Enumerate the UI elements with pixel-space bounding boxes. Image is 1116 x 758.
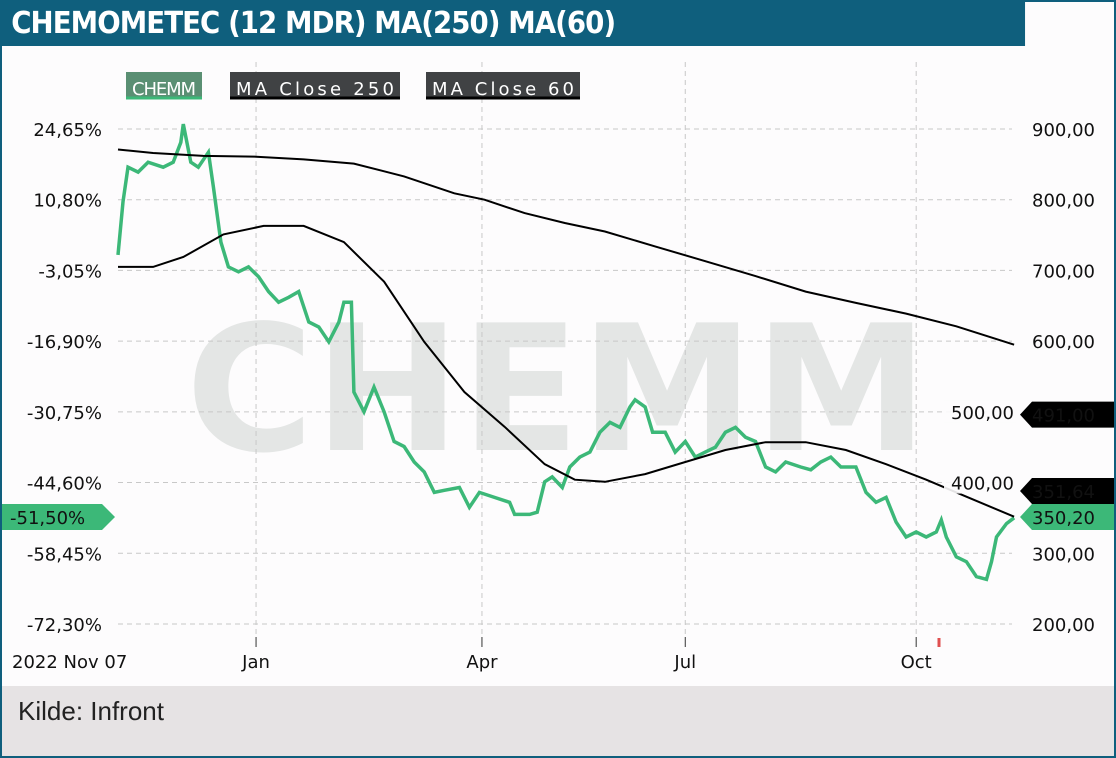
y-right-tick-label: 500,00 xyxy=(951,403,1014,424)
y-right-tick-label: 700,00 xyxy=(1032,261,1095,282)
price-last-label-bg xyxy=(1020,504,1114,530)
y-left-tick-label: 10,80% xyxy=(33,191,102,212)
legend-swatch xyxy=(426,72,580,98)
y-right-tick-label: 300,00 xyxy=(1032,544,1095,565)
y-right-tick-backing xyxy=(944,471,1016,494)
y-right-tick-label: 400,00 xyxy=(951,474,1014,495)
y-left-tick-label: 24,65% xyxy=(33,120,102,141)
y-left-tick-label: -58,45% xyxy=(27,544,102,565)
y-left-tick-label: -3,05% xyxy=(38,261,102,282)
ma250-last-label-bg xyxy=(1020,401,1114,428)
ma60-last-label: 351,64 xyxy=(1032,482,1095,503)
y-left-tick-label: -44,60% xyxy=(27,474,102,495)
ma250-last-label: 491,00 xyxy=(1032,406,1095,427)
legend-swatch xyxy=(230,72,400,98)
y-right-tick-label: 600,00 xyxy=(1032,332,1095,353)
price-line xyxy=(116,123,1016,582)
y-right-tick-label: 800,00 xyxy=(1032,191,1095,212)
legend-label-2: MA Close 60 xyxy=(432,79,574,100)
y-left-tick-label: -72,30% xyxy=(27,615,102,636)
y-left-tick-label: -30,75% xyxy=(27,403,102,424)
ma60-last-label-bg xyxy=(1020,478,1114,504)
legend-swatch xyxy=(126,72,202,98)
y-right-tick-label: 200,00 xyxy=(1032,615,1095,636)
watermark: CHEMM xyxy=(186,289,929,492)
chart-title: CHEMOMETEC (12 MDR) MA(250) MA(60) xyxy=(2,2,1026,46)
x-tick-label: 2022 Nov 07 xyxy=(12,652,127,673)
x-tick-label: Oct xyxy=(901,652,932,673)
x-tick-label: Jan xyxy=(241,652,270,673)
source-footer: Kilde: Infront xyxy=(2,686,1114,756)
y-left-tick-label: -16,90% xyxy=(27,332,102,353)
legend-label-0: CHEMM xyxy=(132,79,196,100)
price-pct-last-label-bg xyxy=(2,504,115,530)
x-tick-label: Jul xyxy=(673,652,696,673)
y-right-tick-label: 900,00 xyxy=(1032,120,1095,141)
x-tick-label: Apr xyxy=(466,652,498,673)
price-pct-last-label: -51,50% xyxy=(10,508,85,529)
y-right-tick-backing xyxy=(944,400,1016,423)
price-last-label: 350,20 xyxy=(1032,508,1095,529)
chart: CHEMM 2022 Nov 07 Jan Apr Jul Oct 900,00 24,65%… xyxy=(2,62,1114,673)
ma250-line xyxy=(117,148,1015,346)
ma60-line xyxy=(118,224,1015,518)
